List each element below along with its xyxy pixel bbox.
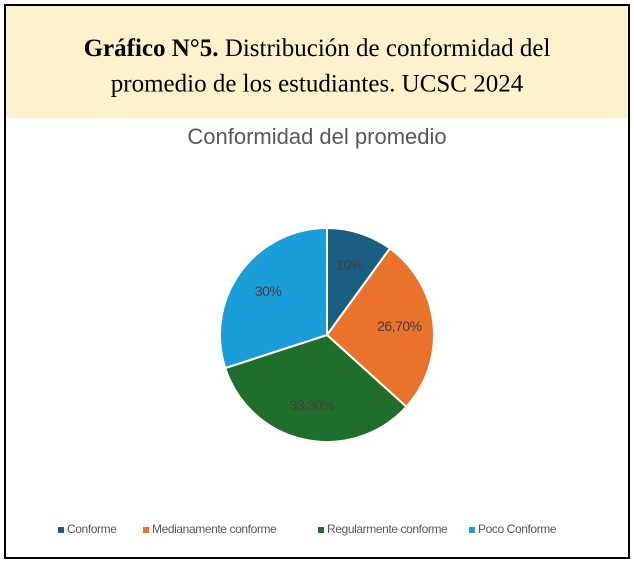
legend-swatch bbox=[318, 527, 324, 533]
caption-line-2: promedio de los estudiantes. UCSC 2024 bbox=[111, 71, 524, 98]
data-label: 30% bbox=[255, 283, 282, 299]
data-label: 10% bbox=[336, 257, 363, 273]
legend-swatch bbox=[143, 527, 149, 533]
data-label: 26,70% bbox=[377, 318, 422, 334]
legend-swatch bbox=[58, 527, 64, 533]
pie-slice bbox=[219, 226, 328, 370]
legend-label: Medianamente conforme bbox=[152, 522, 277, 536]
pie-slice bbox=[325, 247, 435, 409]
legend-label: Conforme bbox=[67, 522, 117, 536]
caption-label: Gráfico N°5. bbox=[84, 35, 219, 62]
caption-text: Distribución de conformidad del bbox=[225, 35, 551, 62]
pie-slice bbox=[223, 333, 408, 443]
legend-swatch bbox=[469, 527, 475, 533]
legend-label: Regularmente conforme bbox=[327, 522, 448, 536]
legend-label: Poco Conforme bbox=[478, 522, 557, 536]
chart-title: Conformidad del promedio bbox=[187, 124, 446, 149]
data-label: 33,30% bbox=[290, 397, 335, 413]
caption-line-1: Gráfico N°5. Distribución de conformidad… bbox=[84, 35, 551, 62]
caption-box bbox=[6, 6, 628, 118]
